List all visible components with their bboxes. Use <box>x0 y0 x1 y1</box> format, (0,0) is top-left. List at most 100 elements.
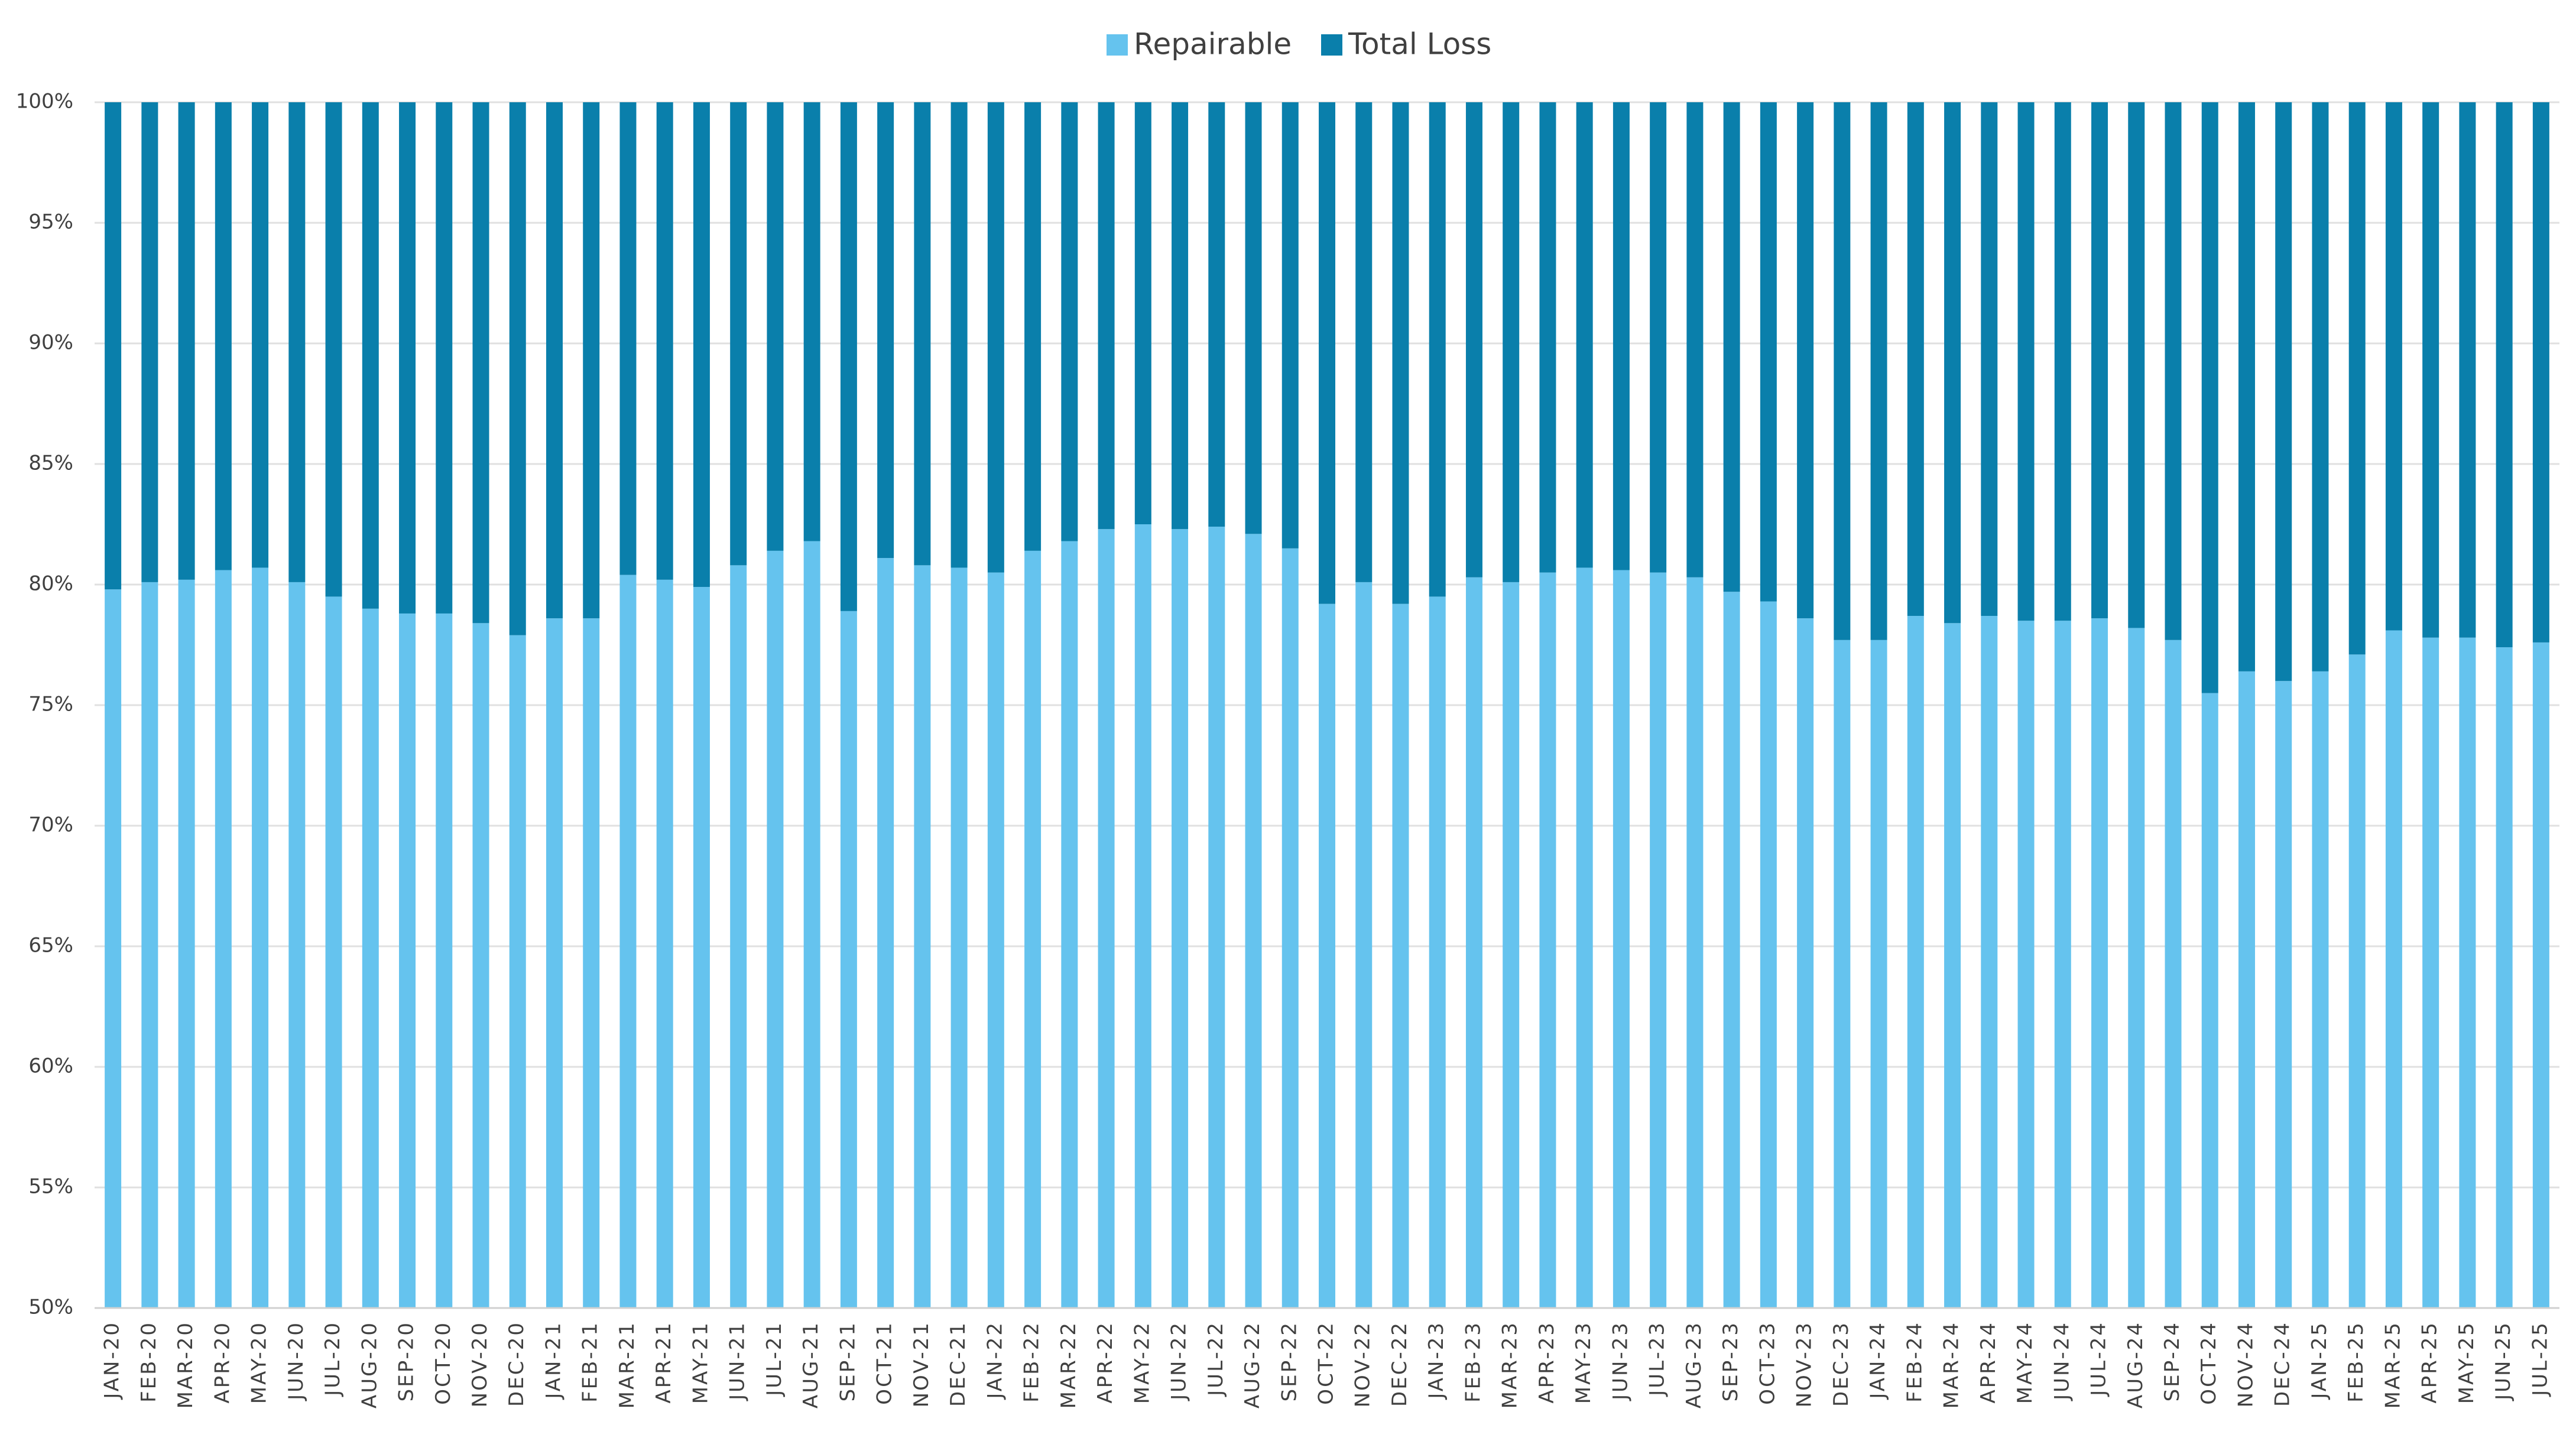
bar-segment <box>1797 618 1814 1308</box>
bar-segment <box>1503 582 1520 1309</box>
bar-segment <box>1723 102 1740 592</box>
x-tick-label: JAN-23 <box>1425 1321 1448 1400</box>
bar-segment <box>1355 582 1373 1309</box>
bar-segment <box>987 572 1004 1308</box>
x-tick-label: MAY-24 <box>2013 1321 2037 1404</box>
bar-segment <box>436 102 453 614</box>
bar-segment <box>2054 621 2071 1308</box>
bar-segment <box>2275 102 2292 681</box>
bar-segment <box>1981 102 1998 616</box>
x-tick-label: NOV-21 <box>910 1321 933 1407</box>
bar-segment <box>436 613 453 1308</box>
x-tick-label: OCT-22 <box>1315 1321 1338 1405</box>
legend-label: Total Loss <box>1348 27 1491 61</box>
x-tick-label: MAR-25 <box>2381 1321 2405 1408</box>
bar-segment <box>509 635 526 1308</box>
bar-segment <box>1098 529 1115 1309</box>
x-tick-label: AUG-23 <box>1682 1321 1706 1408</box>
bar-segment <box>472 102 489 624</box>
bar-segment <box>1686 577 1704 1308</box>
bar-segment <box>840 102 857 611</box>
x-tick-label: APR-22 <box>1094 1321 1117 1404</box>
bar-segment <box>2165 102 2182 640</box>
legend-swatch <box>1321 34 1342 56</box>
bar-segment <box>693 102 710 588</box>
bar-segment <box>2091 618 2108 1308</box>
bar-segment <box>215 570 232 1308</box>
x-tick-label: MAR-23 <box>1498 1321 1522 1408</box>
x-tick-label: OCT-24 <box>2197 1321 2221 1405</box>
bar-segment <box>950 102 968 568</box>
bar-segment <box>914 102 931 566</box>
bar-segment <box>141 582 158 1309</box>
x-tick-label: NOV-23 <box>1793 1321 1816 1407</box>
x-tick-label: AUG-20 <box>358 1321 381 1408</box>
bar-segment <box>1208 527 1225 1308</box>
bar-segment <box>472 623 489 1308</box>
bar-segment <box>2532 102 2549 642</box>
bar-segment <box>325 596 342 1308</box>
x-tick-label: FEB-24 <box>1903 1321 1926 1403</box>
bar-segment <box>1172 102 1189 530</box>
bar-segment <box>1061 541 1078 1308</box>
bar-segment <box>1429 596 1446 1308</box>
bar-segment <box>141 102 158 582</box>
bar-segment <box>1613 102 1630 570</box>
x-tick-label: JAN-24 <box>1866 1321 1890 1400</box>
bar-segment <box>178 579 195 1308</box>
bar-segment <box>1134 524 1151 1308</box>
x-tick-label: DEC-22 <box>1388 1321 1412 1407</box>
bar-segment <box>362 102 379 609</box>
bar-segment <box>1392 603 1409 1308</box>
bar-segment <box>2348 102 2366 655</box>
y-tick-label: 75% <box>28 693 73 716</box>
bar-segment <box>1024 550 1042 1308</box>
x-tick-label: DEC-20 <box>505 1321 528 1407</box>
y-tick-label: 80% <box>28 572 73 596</box>
x-tick-label: APR-24 <box>1977 1321 2000 1404</box>
bar-segment <box>767 102 784 551</box>
x-tick-label: DEC-21 <box>946 1321 970 1407</box>
bar-segment <box>1613 570 1630 1308</box>
bar-segment <box>619 575 637 1309</box>
x-tick-label: MAY-21 <box>689 1321 712 1404</box>
x-tick-label: JUN-23 <box>1608 1321 1632 1401</box>
bar-segment <box>914 565 931 1308</box>
bar-segment <box>1834 102 1851 640</box>
x-tick-label: JUN-24 <box>2050 1321 2074 1401</box>
x-tick-label: FEB-22 <box>1020 1321 1044 1403</box>
x-tick-label: NOV-22 <box>1351 1321 1375 1407</box>
x-tick-label: JUN-22 <box>1167 1321 1191 1401</box>
bar-segment <box>1539 102 1556 573</box>
bar-segment <box>2201 102 2218 693</box>
y-tick-label: 55% <box>28 1175 73 1199</box>
bar-segment <box>1944 623 1961 1308</box>
bar-segment <box>399 102 416 614</box>
bar-segment <box>1834 640 1851 1308</box>
bar-segment <box>1870 640 1887 1308</box>
x-tick-label: JUL-23 <box>1646 1321 1669 1397</box>
bar-segment <box>2128 628 2145 1308</box>
x-tick-label: JUL-24 <box>2087 1321 2111 1397</box>
x-tick-label: SEP-20 <box>395 1321 418 1401</box>
bar-segment <box>1686 102 1704 577</box>
x-tick-label: FEB-20 <box>137 1321 161 1403</box>
bar-segment <box>803 541 820 1308</box>
x-tick-label: MAY-22 <box>1130 1321 1154 1404</box>
bar-segment <box>1760 102 1777 602</box>
x-tick-label: SEP-21 <box>836 1321 859 1401</box>
x-tick-label: JUN-20 <box>284 1321 308 1401</box>
bar-segment <box>2385 102 2402 631</box>
x-tick-label: NOV-20 <box>468 1321 492 1407</box>
bar-segment <box>2348 654 2366 1308</box>
bar-segment <box>1318 102 1336 604</box>
bar-segment <box>1429 102 1446 597</box>
x-tick-label: SEP-22 <box>1277 1321 1301 1401</box>
x-tick-label: JAN-20 <box>100 1321 124 1400</box>
x-tick-label: APR-21 <box>652 1321 676 1404</box>
bar-segment <box>215 102 232 570</box>
bar-segment <box>583 618 600 1308</box>
x-tick-label: AUG-22 <box>1241 1321 1264 1408</box>
bar-segment <box>1281 548 1299 1308</box>
bar-segment <box>1172 529 1189 1309</box>
